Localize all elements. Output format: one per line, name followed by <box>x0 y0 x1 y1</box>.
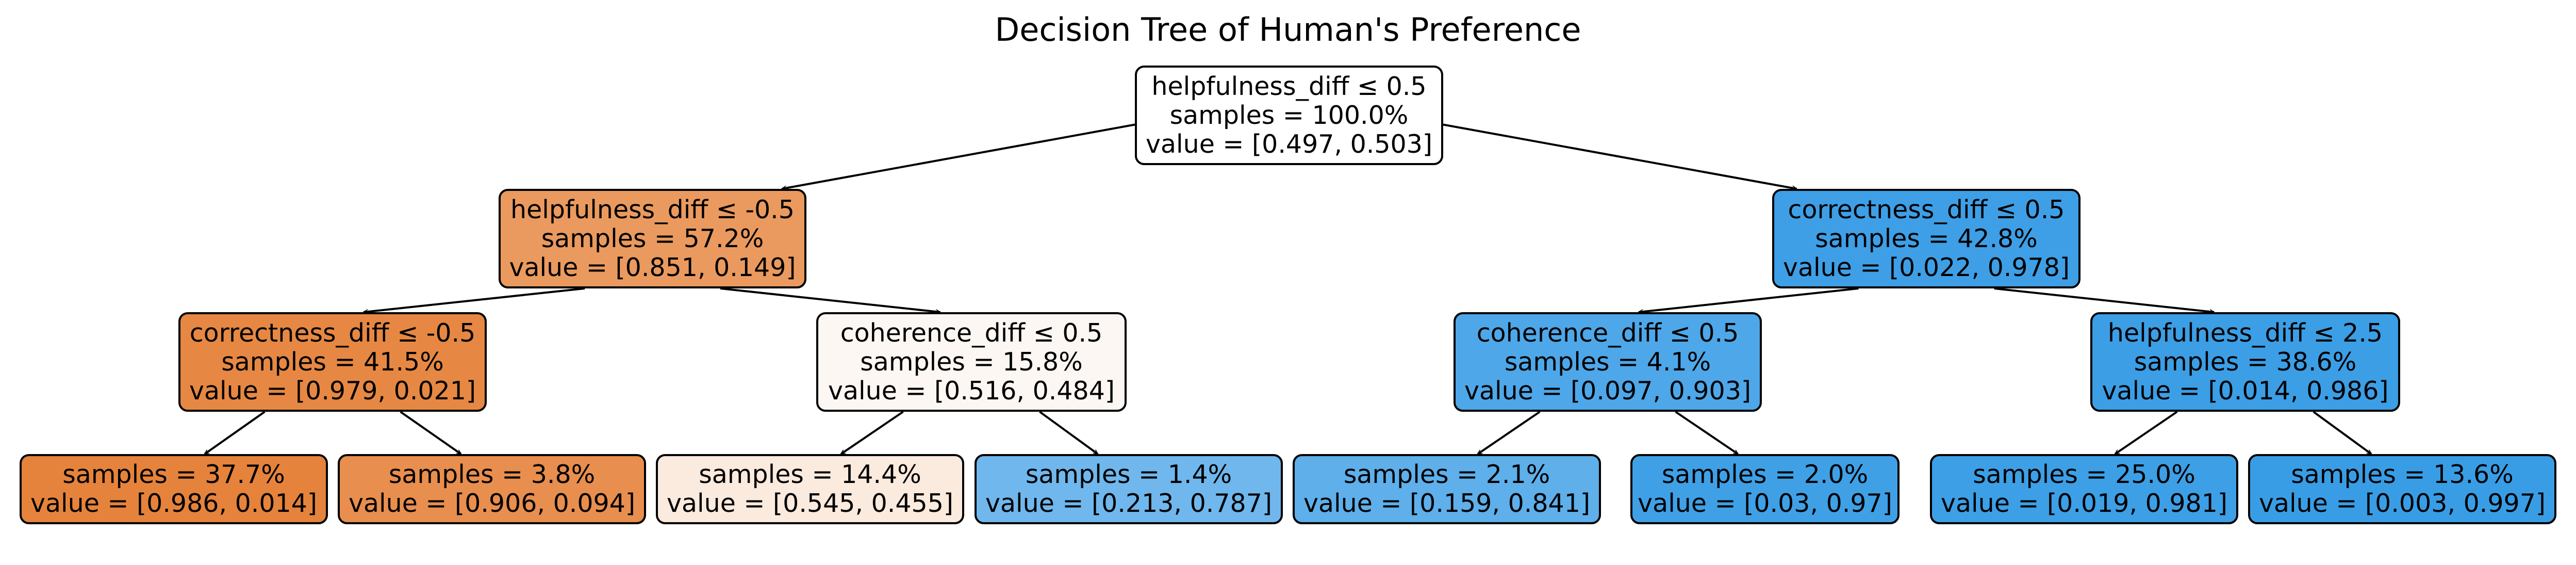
node-split-label: correctness_diff ≤ 0.5 <box>1788 195 2065 224</box>
node-value-label: value = [0.516, 0.484] <box>828 376 1115 406</box>
node-value-label: value = [0.014, 0.986] <box>2102 376 2389 406</box>
node-value-label: value = [0.03, 0.97] <box>1638 489 1892 518</box>
node-samples-label: samples = 2.0% <box>1661 460 1869 489</box>
chart-title: Decision Tree of Human's Preference <box>995 11 1581 49</box>
tree-node-root: helpfulness_diff ≤ 0.5 samples = 100.0% … <box>1135 66 1443 165</box>
node-split-label: coherence_diff ≤ 0.5 <box>1476 318 1739 348</box>
node-value-label: value = [0.003, 0.997] <box>2259 489 2546 518</box>
node-samples-label: samples = 15.8% <box>860 347 1083 377</box>
node-samples-label: samples = 42.8% <box>1815 223 2038 253</box>
node-split-label: helpfulness_diff ≤ 0.5 <box>1151 71 1427 101</box>
edge-rr-to-rrr <box>2313 411 2371 455</box>
node-value-label: value = [0.022, 0.978] <box>1783 252 2070 282</box>
node-value-label: value = [0.097, 0.903] <box>1464 376 1751 406</box>
node-samples-label: samples = 57.2% <box>541 223 764 253</box>
node-samples-label: samples = 4.1% <box>1504 347 1711 377</box>
edge-rl-to-rlr <box>1675 411 1738 455</box>
node-samples-label: samples = 13.6% <box>2291 460 2514 489</box>
edge-ll-to-lll <box>205 411 266 455</box>
node-value-label: value = [0.159, 0.841] <box>1303 489 1590 518</box>
tree-leaf-lrl: samples = 14.4% value = [0.545, 0.455] <box>656 454 964 524</box>
node-value-label: value = [0.979, 0.021] <box>189 376 476 406</box>
edge-lr-to-lrr <box>1039 411 1098 455</box>
edge-r-to-rr <box>1994 287 2215 312</box>
tree-leaf-llr: samples = 3.8% value = [0.906, 0.094] <box>338 454 646 524</box>
tree-node-lr: coherence_diff ≤ 0.5 samples = 15.8% val… <box>816 312 1127 412</box>
node-samples-label: samples = 3.8% <box>388 460 596 489</box>
edge-ll-to-llr <box>400 411 461 455</box>
node-samples-label: samples = 100.0% <box>1169 100 1409 130</box>
edge-root-to-l <box>782 123 1135 189</box>
node-value-label: value = [0.851, 0.149] <box>509 252 796 282</box>
edge-l-to-ll <box>364 287 585 312</box>
tree-leaf-rlr: samples = 2.0% value = [0.03, 0.97] <box>1630 454 1900 524</box>
tree-leaf-lrr: samples = 1.4% value = [0.213, 0.787] <box>975 454 1283 524</box>
edge-root-to-r <box>1443 123 1797 189</box>
tree-node-rl: coherence_diff ≤ 0.5 samples = 4.1% valu… <box>1454 312 1762 412</box>
edge-l-to-lr <box>720 287 940 312</box>
edge-rl-to-rll <box>1478 411 1541 455</box>
tree-leaf-rrl: samples = 25.0% value = [0.019, 0.981] <box>1930 454 2238 524</box>
tree-node-ll: correctness_diff ≤ -0.5 samples = 41.5% … <box>178 312 487 412</box>
node-split-label: helpfulness_diff ≤ 2.5 <box>2107 318 2383 348</box>
node-value-label: value = [0.019, 0.981] <box>1941 489 2227 518</box>
tree-leaf-lll: samples = 37.7% value = [0.986, 0.014] <box>20 454 328 524</box>
edge-r-to-rl <box>1639 287 1859 312</box>
node-value-label: value = [0.906, 0.094] <box>349 489 635 518</box>
node-value-label: value = [0.497, 0.503] <box>1146 129 1432 159</box>
node-split-label: correctness_diff ≤ -0.5 <box>189 318 476 348</box>
tree-node-r: correctness_diff ≤ 0.5 samples = 42.8% v… <box>1772 189 2080 288</box>
tree-node-rr: helpfulness_diff ≤ 2.5 samples = 38.6% v… <box>2090 312 2400 412</box>
node-samples-label: samples = 2.1% <box>1343 460 1550 489</box>
edge-rr-to-rrl <box>2115 411 2178 455</box>
node-samples-label: samples = 38.6% <box>2134 347 2357 377</box>
node-value-label: value = [0.545, 0.455] <box>667 489 953 518</box>
node-samples-label: samples = 25.0% <box>1973 460 2195 489</box>
node-samples-label: samples = 1.4% <box>1025 460 1232 489</box>
node-samples-label: samples = 14.4% <box>699 460 921 489</box>
node-split-label: helpfulness_diff ≤ -0.5 <box>510 195 795 224</box>
node-samples-label: samples = 41.5% <box>221 347 444 377</box>
node-value-label: value = [0.986, 0.014] <box>30 489 317 518</box>
node-value-label: value = [0.213, 0.787] <box>985 489 1272 518</box>
tree-leaf-rrr: samples = 13.6% value = [0.003, 0.997] <box>2248 454 2556 524</box>
node-samples-label: samples = 37.7% <box>62 460 285 489</box>
tree-leaf-rll: samples = 2.1% value = [0.159, 0.841] <box>1293 454 1601 524</box>
edge-lr-to-lrl <box>841 411 904 455</box>
node-split-label: coherence_diff ≤ 0.5 <box>840 318 1103 348</box>
tree-node-l: helpfulness_diff ≤ -0.5 samples = 57.2% … <box>499 189 806 288</box>
